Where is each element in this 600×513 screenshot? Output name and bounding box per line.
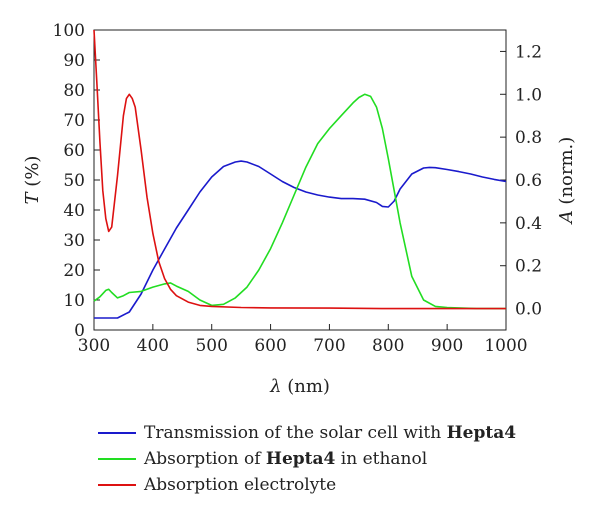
x-tick-label: 800 <box>372 336 404 356</box>
right-y-tick-label: 0.0 <box>515 300 542 320</box>
right-y-axis-label: A (norm.) <box>556 137 577 226</box>
left-y-tick-label: 40 <box>63 201 85 221</box>
right-y-tick-label: 0.8 <box>515 128 542 148</box>
x-tick-label: 500 <box>195 336 227 356</box>
right-y-tick-label: 0.2 <box>515 257 542 277</box>
legend-label-absorption-hepta4: Absorption of Hepta4 in ethanol <box>144 449 428 469</box>
x-tick-label: 600 <box>254 336 286 356</box>
legend-label-absorption-electrolyte: Absorption electrolyte <box>144 475 337 495</box>
right-y-tick-label: 1.2 <box>515 42 542 62</box>
x-tick-label: 400 <box>137 336 169 356</box>
left-y-tick-label: 50 <box>63 171 85 191</box>
left-y-tick-label: 30 <box>63 231 85 251</box>
x-tick-label: 300 <box>78 336 110 356</box>
x-tick-label: 900 <box>431 336 463 356</box>
series-lines <box>93 29 507 319</box>
legend-label-transmission: Transmission of the solar cell with Hept… <box>144 423 517 443</box>
right-y-tick-label: 0.4 <box>515 214 542 234</box>
legend-swatch-transmission <box>98 432 136 434</box>
left-y-tick-label: 100 <box>53 21 85 41</box>
legend-item-absorption-electrolyte: Absorption electrolyte <box>98 472 516 498</box>
left-y-tick-label: 70 <box>63 111 85 131</box>
x-tick-label: 700 <box>313 336 345 356</box>
x-tick-label: 1000 <box>484 336 527 356</box>
legend-item-absorption-hepta4: Absorption of Hepta4 in ethanol <box>98 446 516 472</box>
right-y-tick-label: 0.6 <box>515 171 542 191</box>
left-y-tick-label: 60 <box>63 141 85 161</box>
series-line-transmission <box>94 160 507 319</box>
legend: Transmission of the solar cell with Hept… <box>98 420 516 498</box>
left-y-tick-label: 80 <box>63 81 85 101</box>
left-y-tick-label: 0 <box>74 321 85 341</box>
series-line-absorption-electrolyte <box>93 29 506 310</box>
x-axis-label: λ (nm) <box>269 376 330 397</box>
left-y-tick-label: 10 <box>63 291 85 311</box>
legend-item-transmission: Transmission of the solar cell with Hept… <box>98 420 516 446</box>
axis-ticks: 300 400 500 600 700 800 900 1000 0 10 20 30 40 50 60 70… <box>53 21 543 356</box>
legend-swatch-absorption-electrolyte <box>98 484 136 486</box>
right-y-tick-label: 1.0 <box>515 85 542 105</box>
left-y-axis-label: T (%) <box>22 156 43 205</box>
left-y-tick-label: 20 <box>63 261 85 281</box>
series-line-absorption-hepta4 <box>93 93 506 310</box>
left-y-tick-label: 90 <box>63 51 85 71</box>
legend-swatch-absorption-hepta4 <box>98 458 136 460</box>
